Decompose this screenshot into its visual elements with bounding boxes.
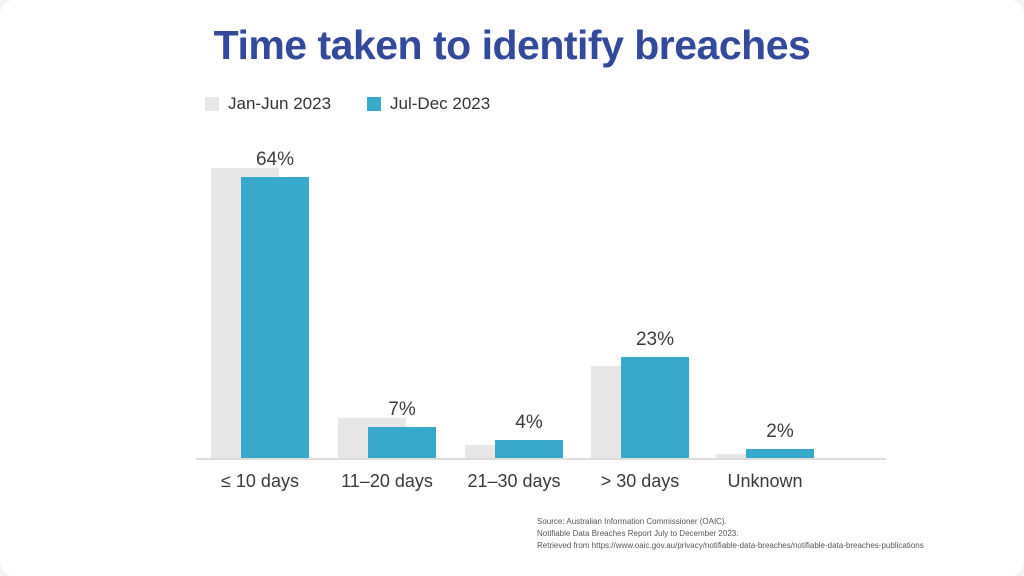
bar-jul-dec-2023-1 — [368, 427, 436, 458]
category-label-4: Unknown — [727, 471, 803, 491]
category-label-3: > 30 days — [600, 471, 680, 491]
legend-item-jul-dec-2023: Jul-Dec 2023 — [367, 94, 490, 114]
chart-title: Time taken to identify breaches — [213, 22, 811, 68]
source-note: Source: Australian Information Commissio… — [537, 516, 924, 552]
category-label-1: 11–20 days — [341, 471, 433, 491]
category-label-2: 21–30 days — [467, 471, 561, 491]
legend-item-jan-jun-2023: Jan-Jun 2023 — [205, 94, 331, 114]
x-axis-line — [196, 458, 886, 460]
bar-jul-dec-2023-3 — [621, 357, 689, 458]
bar-value-label-1: 7% — [388, 399, 416, 420]
bar-value-label-0: 64% — [255, 149, 295, 170]
bar-value-label-4: 2% — [766, 421, 794, 442]
legend-swatch-jul-dec-2023 — [367, 97, 382, 111]
legend-label-jul-dec-2023: Jul-Dec 2023 — [390, 94, 491, 113]
bar-value-label-3: 23% — [635, 329, 675, 350]
legend-swatch-jan-jun-2023 — [205, 97, 219, 111]
legend: Jan-Jun 2023 Jul-Dec 2023 — [205, 94, 490, 114]
source-line-2: Notifiable Data Breaches Report July to … — [537, 529, 739, 538]
bar-jul-dec-2023-4 — [746, 449, 814, 458]
bar-value-label-2: 4% — [515, 412, 543, 433]
bar-jul-dec-2023-2 — [495, 440, 563, 458]
bar-jul-dec-2023-0 — [241, 177, 309, 458]
category-label-0: ≤ 10 days — [221, 471, 299, 491]
legend-label-jan-jun-2023: Jan-Jun 2023 — [228, 94, 332, 113]
source-line-1: Source: Australian Information Commissio… — [537, 517, 727, 526]
source-line-3: Retrieved from https://www.oaic.gov.au/p… — [537, 541, 924, 550]
